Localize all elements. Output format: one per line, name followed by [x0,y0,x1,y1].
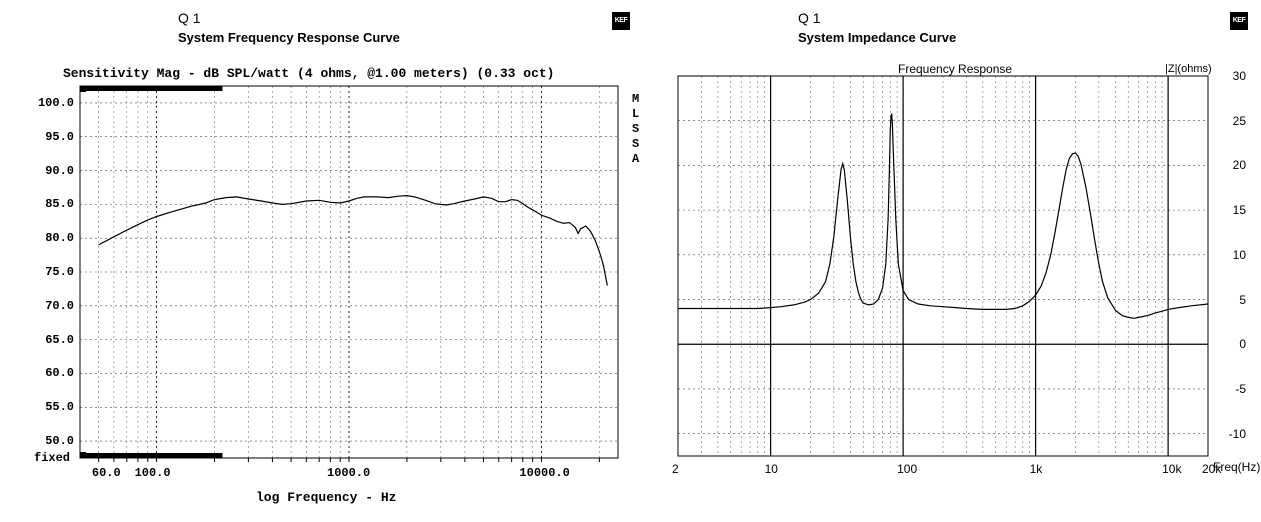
y-tick-label: 30 [1216,69,1246,83]
y-tick-label: 10 [1216,248,1246,262]
y-tick-label: 20 [1216,158,1246,172]
x-tick-label: 1000.0 [327,466,370,480]
y-tick-label: 5 [1216,293,1246,307]
x-axis-label: log Frequency - Hz [256,490,396,505]
impedance-panel: Q 1 System Impedance Curve KEF Frequency… [648,0,1261,522]
y-tick-label: 25 [1216,114,1246,128]
frequency-response-panel: Q 1 System Frequency Response Curve KEF … [0,0,648,522]
y-tick-label: 75.0 [30,265,74,279]
y-tick-label: 60.0 [30,366,74,380]
x-tick-label: 100 [897,462,917,476]
y-tick-label: 55.0 [30,400,74,414]
y-tick-label: -5 [1216,382,1246,396]
side-letters: MLSSA [632,92,639,167]
y-tick-label: 70.0 [30,299,74,313]
y-tick-label: 90.0 [30,164,74,178]
frequency-response-chart [0,0,648,522]
x-tick-label: 100.0 [135,466,171,480]
y-tick-label: 85.0 [30,197,74,211]
fixed-label: fixed [34,451,70,465]
y-tick-label: 50.0 [30,434,74,448]
x-tick-label: 1k [1030,462,1043,476]
y-tick-label: 95.0 [30,130,74,144]
y-tick-label: 15 [1216,203,1246,217]
x-tick-label: 10 [765,462,778,476]
x-tick-label: 10k [1162,462,1181,476]
y-tick-label: 80.0 [30,231,74,245]
impedance-chart [648,0,1261,522]
y-tick-label: 100.0 [30,96,74,110]
x-tick-label: 10000.0 [519,466,569,480]
x-tick-label: 2 [672,462,679,476]
y-tick-label: -10 [1216,427,1246,441]
x-tick-label: 60.0 [92,466,121,480]
x-tick-label: 20k [1202,462,1221,476]
y-tick-label: 0 [1216,337,1246,351]
y-tick-label: 65.0 [30,333,74,347]
